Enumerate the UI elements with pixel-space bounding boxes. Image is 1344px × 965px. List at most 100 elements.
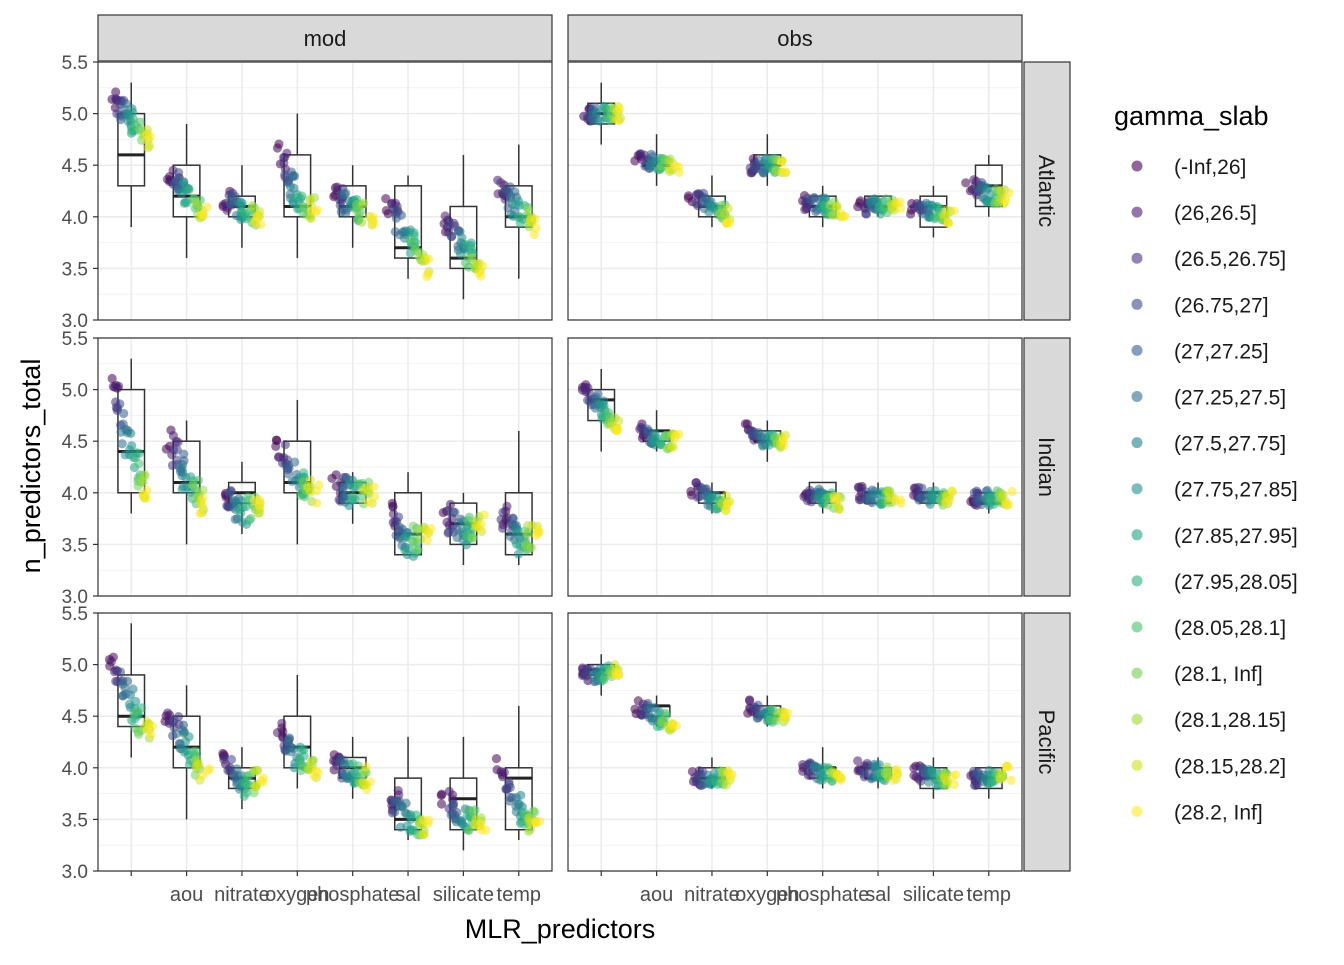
- x-tick-label: nitrate: [214, 884, 270, 906]
- data-point: [698, 484, 708, 494]
- data-point: [779, 441, 789, 451]
- data-point: [331, 470, 341, 480]
- data-point: [526, 543, 536, 553]
- facet-strip-obs: [567, 14, 1023, 62]
- facet-strip-indian: [1023, 337, 1071, 597]
- data-point: [591, 108, 602, 119]
- data-point: [393, 512, 404, 522]
- data-point: [361, 762, 371, 772]
- data-point: [721, 491, 731, 501]
- data-point: [171, 175, 182, 185]
- data-point: [409, 237, 419, 247]
- data-point: [583, 395, 593, 405]
- data-point: [444, 786, 454, 796]
- data-point: [290, 457, 300, 467]
- panel-border: [567, 612, 1023, 872]
- data-point: [982, 184, 992, 195]
- data-point: [656, 161, 666, 171]
- data-point: [514, 799, 524, 809]
- data-point: [944, 495, 955, 505]
- y-tick-label: 5.0: [62, 381, 88, 402]
- data-point: [949, 779, 959, 790]
- data-point: [237, 206, 247, 217]
- data-point: [1003, 499, 1014, 509]
- data-point: [523, 205, 533, 215]
- data-point: [111, 87, 121, 97]
- data-point: [412, 545, 422, 555]
- data-point: [198, 501, 208, 511]
- x-tick-label: temp: [497, 884, 541, 906]
- data-point: [141, 493, 151, 503]
- y-tick-label: 3.5: [62, 535, 88, 556]
- data-point: [948, 771, 958, 782]
- data-point: [1007, 487, 1017, 497]
- data-point: [511, 539, 522, 549]
- facet-strip-atlantic: [1023, 61, 1071, 321]
- data-point: [312, 486, 322, 496]
- data-point: [505, 193, 516, 203]
- data-point: [515, 218, 525, 228]
- data-point: [128, 107, 138, 117]
- data-point: [305, 194, 315, 204]
- data-point: [256, 219, 266, 230]
- legend-key: [1131, 713, 1143, 725]
- data-point: [394, 522, 404, 532]
- legend-key: [1131, 667, 1143, 679]
- data-point: [612, 106, 622, 116]
- data-point: [496, 514, 506, 525]
- data-point: [143, 143, 153, 153]
- x-tick-label: silicate: [903, 884, 964, 906]
- x-tick-label: aou: [170, 884, 203, 906]
- data-point: [436, 799, 447, 809]
- data-point: [478, 261, 488, 271]
- data-point: [505, 782, 515, 793]
- data-point: [460, 258, 471, 268]
- data-point: [996, 774, 1006, 784]
- data-point: [481, 825, 491, 835]
- data-point: [142, 130, 152, 140]
- data-point: [461, 240, 471, 250]
- data-point: [834, 504, 845, 514]
- data-point: [299, 468, 309, 478]
- data-point: [232, 764, 242, 774]
- legend-label: (27.25,27.5]: [1174, 387, 1286, 410]
- legend-label: (27.95,28.05]: [1174, 571, 1298, 594]
- data-point: [530, 214, 540, 224]
- data-point: [444, 220, 455, 230]
- data-point: [892, 769, 903, 780]
- data-point: [108, 381, 118, 392]
- legend-label: (-Inf,26]: [1174, 156, 1246, 179]
- legend-label: (27.5,27.75]: [1174, 433, 1286, 456]
- data-point: [516, 790, 526, 801]
- data-point: [184, 185, 194, 195]
- panel-obs-atlantic: [567, 61, 1023, 321]
- y-axis-title: n_predictors_total: [16, 359, 46, 574]
- data-point: [179, 747, 189, 757]
- data-point: [1001, 196, 1011, 207]
- data-point: [173, 437, 183, 447]
- data-point: [198, 485, 208, 495]
- data-point: [1006, 775, 1016, 785]
- data-point: [410, 245, 420, 255]
- data-point: [189, 482, 200, 492]
- data-point: [202, 202, 212, 212]
- x-tick-label: aou: [640, 884, 673, 906]
- box-body: [283, 154, 312, 218]
- data-point: [178, 177, 189, 187]
- legend-label: (26,26.5]: [1174, 202, 1257, 225]
- data-point: [120, 450, 130, 460]
- data-point: [129, 709, 139, 719]
- data-point: [370, 491, 380, 502]
- data-point: [780, 708, 790, 718]
- x-tick-label: phosphate: [776, 884, 869, 906]
- data-point: [219, 754, 229, 765]
- data-point: [996, 185, 1006, 195]
- data-point: [778, 433, 788, 444]
- facet-strip-pacific: [1023, 612, 1071, 872]
- data-point: [272, 727, 283, 738]
- x-tick-label: silicate: [433, 884, 494, 906]
- data-point: [858, 769, 869, 779]
- box-body: [172, 164, 201, 218]
- panel-border: [97, 337, 553, 597]
